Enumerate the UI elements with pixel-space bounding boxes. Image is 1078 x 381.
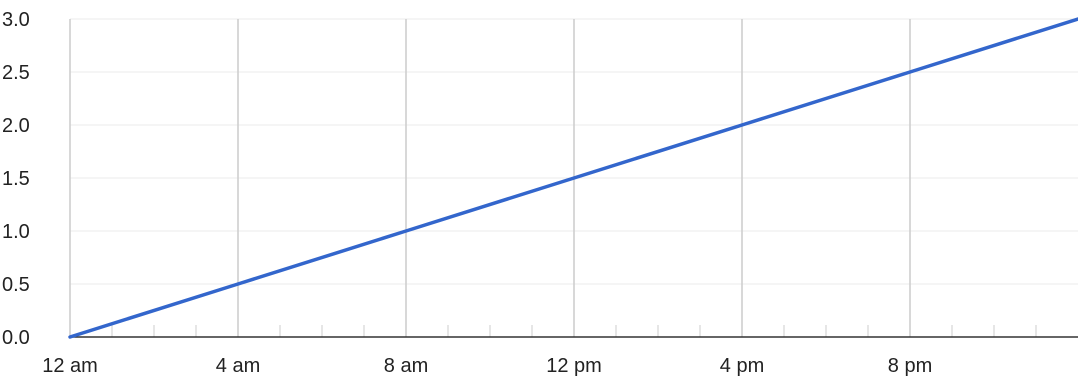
y-tick-label: 0.0 xyxy=(2,327,30,349)
x-tick-label: 4 pm xyxy=(720,355,764,377)
x-tick-label: 8 am xyxy=(384,355,428,377)
y-tick-label: 0.5 xyxy=(2,274,30,296)
y-tick-label: 2.0 xyxy=(2,115,30,137)
x-tick-label: 12 pm xyxy=(546,355,602,377)
tick-labels: 0.0 0.5 1.0 1.5 2.0 2.5 3.0 12 am 4 am 8 am 12 pm 4… xyxy=(2,9,932,377)
x-tick-label: 8 pm xyxy=(888,355,932,377)
x-tick-label: 4 am xyxy=(216,355,260,377)
x-tick-label: 12 am xyxy=(42,355,98,377)
y-tick-label: 3.0 xyxy=(2,9,30,31)
series-line xyxy=(68,17,1078,339)
y-tick-label: 2.5 xyxy=(2,62,30,84)
series xyxy=(68,17,1078,339)
y-tick-label: 1.5 xyxy=(2,168,30,190)
y-tick-label: 1.0 xyxy=(2,221,30,243)
axes xyxy=(70,325,1078,338)
